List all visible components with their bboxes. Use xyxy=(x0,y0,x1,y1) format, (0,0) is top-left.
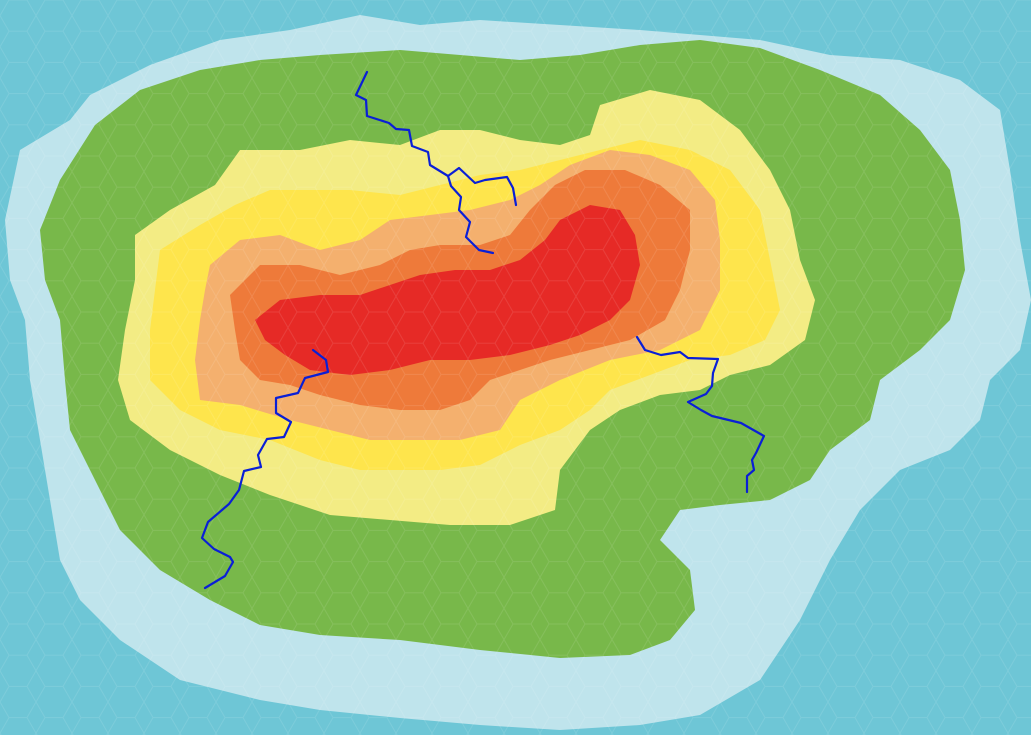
north-river xyxy=(354,70,518,207)
east-river xyxy=(635,335,766,494)
north-river-branch xyxy=(446,174,495,255)
southwest-river xyxy=(200,348,330,590)
rivers xyxy=(200,70,766,590)
